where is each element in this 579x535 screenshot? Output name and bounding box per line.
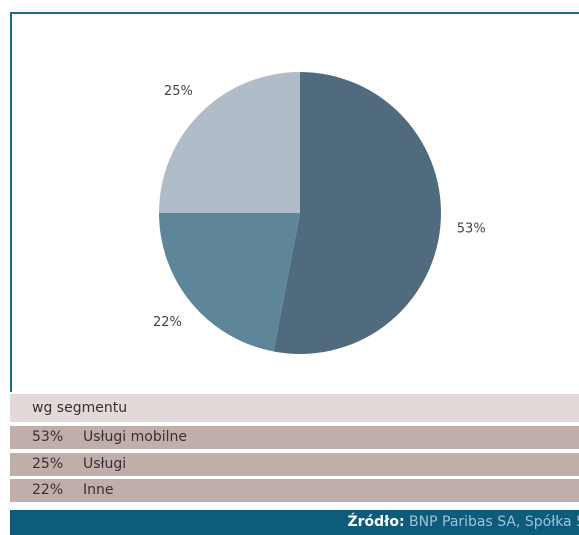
source: BNP Paribas SA, Spółka 5 [409, 514, 579, 530]
source-label: Źródło: [347, 514, 405, 530]
pie-slice [159, 213, 300, 352]
chart: 53% 22% 25% [153, 72, 486, 354]
pie-slice [273, 72, 442, 354]
legend-label: Usługi mobilne [83, 429, 187, 445]
legend-label: Usługi [83, 456, 127, 472]
frame [10, 12, 579, 392]
footer: Źródło: BNP Paribas SA, Spółka 5 [10, 510, 579, 535]
legend-title: wg segmentu [10, 394, 579, 422]
slice-label: 53% [457, 222, 486, 237]
slice-label: 25% [164, 84, 193, 99]
pie-slice [159, 72, 300, 213]
slice-label: 22% [153, 315, 182, 330]
legend-value: 25% [32, 456, 64, 472]
legend-row: 22% Inne [10, 479, 579, 502]
legend-label: Inne [83, 482, 114, 498]
legend-row: 25% Usługi [10, 453, 579, 476]
legend-value: 22% [32, 482, 64, 498]
legend-row: 53% Usługi mobilne [10, 426, 579, 449]
legend-title-text: wg segmentu [32, 400, 128, 416]
legend-value: 53% [32, 429, 64, 445]
